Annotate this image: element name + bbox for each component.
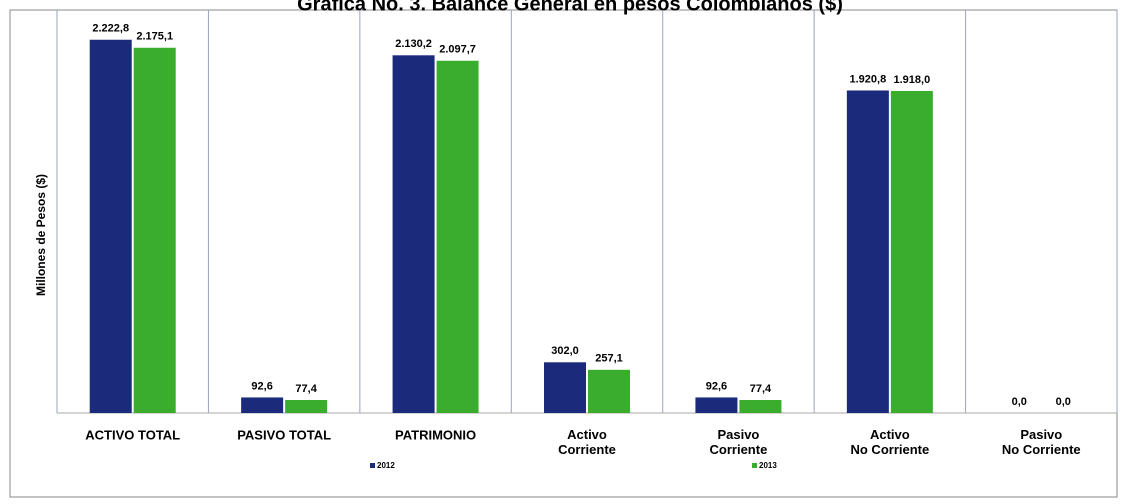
x-tick-label: ACTIVO TOTAL xyxy=(85,427,180,442)
data-label: 257,1 xyxy=(595,353,623,365)
x-tick-label: Pasivo Corriente xyxy=(710,427,768,457)
data-label: 2.175,1 xyxy=(136,31,173,43)
x-tick-label: Pasivo No Corriente xyxy=(1002,427,1081,457)
bar xyxy=(133,47,176,413)
chart-title: Grafica No. 3. Balance General en pesos … xyxy=(297,0,843,15)
bar xyxy=(89,39,132,414)
data-label: 0,0 xyxy=(1012,396,1027,408)
data-label: 2.130,2 xyxy=(395,38,432,50)
x-tick-label: Activo Corriente xyxy=(558,427,616,457)
bar xyxy=(544,362,586,413)
bar xyxy=(846,90,889,413)
data-label: 0,0 xyxy=(1056,396,1071,408)
data-label: 92,6 xyxy=(251,380,272,392)
data-label: 302,0 xyxy=(551,345,579,357)
bar xyxy=(588,369,630,413)
bar xyxy=(285,400,328,413)
bar xyxy=(739,400,782,413)
bar xyxy=(890,90,933,413)
bar xyxy=(392,55,435,413)
data-label: 77,4 xyxy=(295,383,317,395)
bar xyxy=(695,397,738,413)
x-tick-label: PASIVO TOTAL xyxy=(237,427,331,442)
legend-label: 2013 xyxy=(759,461,777,470)
bar xyxy=(436,60,479,414)
data-label: 1.918,0 xyxy=(894,74,931,86)
legend-swatch xyxy=(370,463,375,468)
legend-label: 2012 xyxy=(377,461,395,470)
data-label: 92,6 xyxy=(706,380,727,392)
x-tick-label: Activo No Corriente xyxy=(850,427,929,457)
legend-swatch xyxy=(752,463,757,468)
data-label: 77,4 xyxy=(750,383,772,395)
data-label: 1.920,8 xyxy=(850,73,887,85)
x-tick-label: PATRIMONIO xyxy=(395,427,476,442)
chart-border xyxy=(9,9,1118,498)
y-axis-label: Millones de Pesos ($) xyxy=(34,174,48,296)
bar xyxy=(241,397,284,413)
data-label: 2.222,8 xyxy=(92,23,129,35)
data-label: 2.097,7 xyxy=(439,44,476,56)
